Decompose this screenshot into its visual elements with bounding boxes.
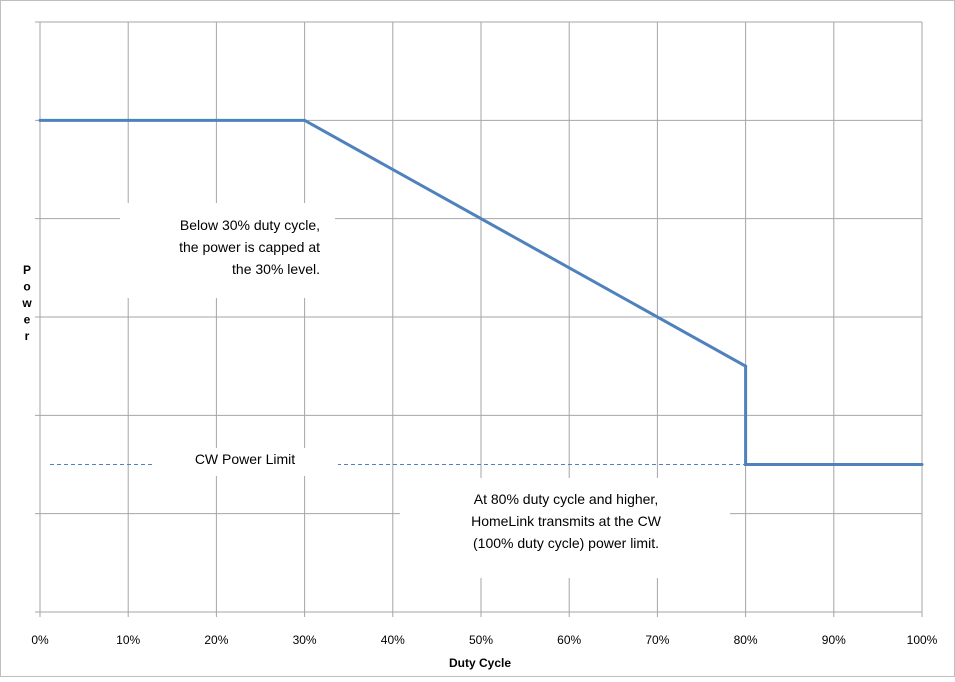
x-tick-label: 40% xyxy=(381,633,405,647)
power-series-point xyxy=(744,463,748,466)
annotation-line: the 30% level. xyxy=(232,261,320,277)
power-series-point xyxy=(303,118,307,122)
annotation-backgrounds xyxy=(120,203,730,578)
x-tick-label: 0% xyxy=(31,633,49,647)
series-layer xyxy=(38,118,924,466)
power-series-point xyxy=(744,364,748,368)
x-tick-label: 20% xyxy=(204,633,228,647)
x-tick-label: 80% xyxy=(734,633,758,647)
y-axis-title-letter: e xyxy=(24,313,31,327)
annotation-box xyxy=(120,203,335,298)
x-tick-label: 30% xyxy=(293,633,317,647)
y-axis-title-letter: P xyxy=(23,263,31,277)
y-axis-title-letter: r xyxy=(25,329,30,343)
x-tick-label: 60% xyxy=(557,633,581,647)
power-series-point xyxy=(920,463,924,466)
x-tick-label: 100% xyxy=(907,633,938,647)
annotations: CW Power Limit Below 30% duty cycle, the p… xyxy=(179,217,662,551)
x-tick-labels: 0% 10% 20% 30% 40% 50% 60% 70% 80% 90% 100% xyxy=(31,633,937,647)
x-axis-title: Duty Cycle xyxy=(449,656,511,670)
cw-label-box xyxy=(152,448,338,476)
annotation-line: At 80% duty cycle and higher, xyxy=(474,491,658,507)
x-tick-label: 90% xyxy=(822,633,846,647)
x-tick-label: 10% xyxy=(116,633,140,647)
annotation-line: (100% duty cycle) power limit. xyxy=(473,535,659,551)
y-axis-title-letter: o xyxy=(23,280,30,294)
annotation-line: HomeLink transmits at the CW xyxy=(471,513,662,529)
x-tick-label: 70% xyxy=(645,633,669,647)
annotation-line: Below 30% duty cycle, xyxy=(180,217,320,233)
x-tick-label: 50% xyxy=(469,633,493,647)
y-axis-title: Power xyxy=(21,263,32,343)
cw-power-limit-label: CW Power Limit xyxy=(195,451,295,467)
annotation-box xyxy=(400,478,730,578)
power-series-point xyxy=(38,118,42,122)
y-axis-title-letter: w xyxy=(21,296,32,310)
annotation-line: the power is capped at xyxy=(179,239,320,255)
